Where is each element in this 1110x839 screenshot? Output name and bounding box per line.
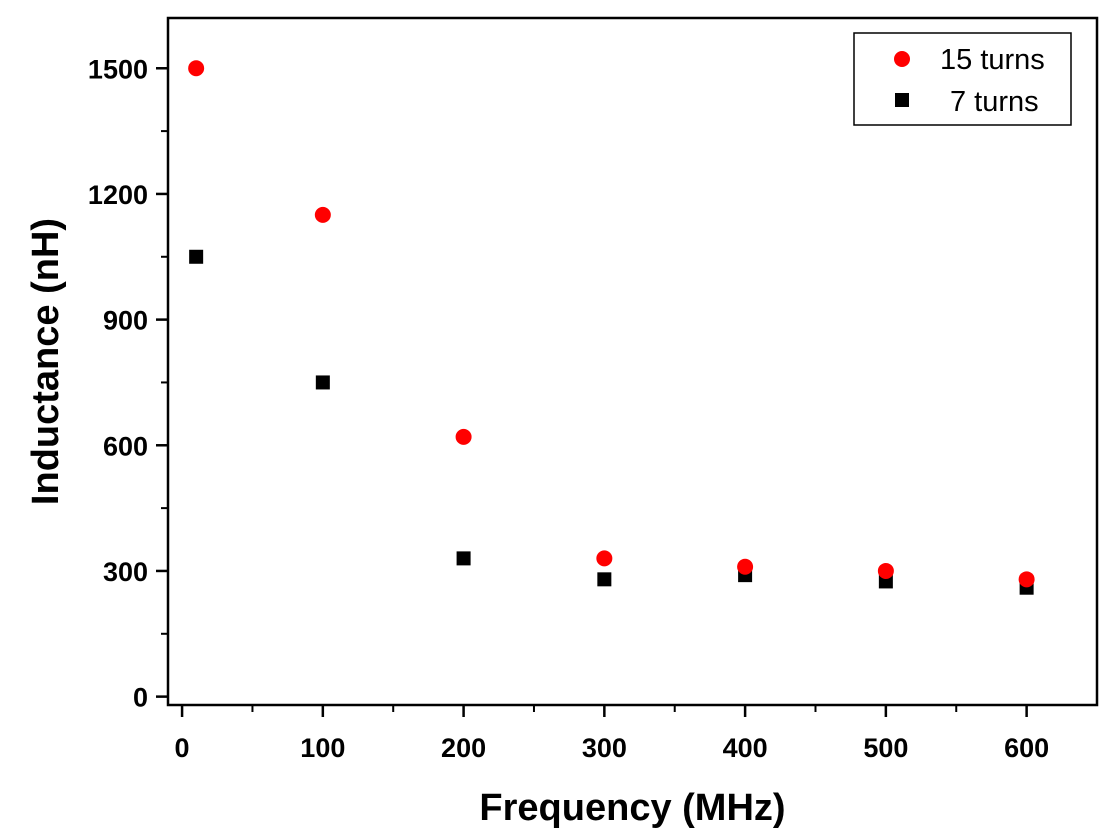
legend: 15 turns 7 turns: [853, 32, 1072, 126]
data-point-7-turns: [189, 249, 204, 264]
x-tick-label: 500: [863, 733, 908, 763]
x-axis-tick-labels: 0 100 200 300 400 500 600: [175, 733, 1050, 763]
data-point-15-turns: [877, 562, 894, 579]
plot-area-frame: [166, 16, 1099, 707]
x-tick-label: 200: [441, 733, 486, 763]
data-point-15-turns: [1018, 571, 1035, 588]
y-axis-tick-labels: 0 300 600 900 1200 1500: [88, 54, 148, 712]
y-tick-label: 0: [133, 683, 148, 713]
x-tick-label: 600: [1004, 733, 1049, 763]
x-tick-label: 300: [582, 733, 627, 763]
y-axis-title: Inductance (nH): [25, 218, 67, 505]
legend-box: [853, 32, 1072, 126]
legend-label-7-turns: 7 turns: [950, 86, 1039, 118]
legend-marker-7-turns: [895, 93, 909, 107]
y-tick-label: 300: [103, 557, 148, 587]
x-tick-label: 100: [300, 733, 345, 763]
data-point-7-turns: [315, 375, 330, 390]
y-tick-label: 1200: [88, 180, 148, 210]
y-tick-label: 1500: [88, 54, 148, 84]
y-tick-label: 900: [103, 306, 148, 336]
x-axis-title: Frequency (MHz): [479, 787, 785, 829]
legend-marker-15-turns: [894, 51, 910, 67]
data-points: [188, 60, 1035, 595]
y-tick-label: 600: [103, 431, 148, 461]
data-point-15-turns: [737, 558, 754, 575]
x-tick-label: 0: [175, 733, 190, 763]
data-point-15-turns: [455, 428, 472, 445]
x-tick-label: 400: [723, 733, 768, 763]
data-point-7-turns: [456, 551, 471, 566]
data-point-15-turns: [188, 60, 205, 77]
data-point-15-turns: [314, 206, 331, 223]
data-point-15-turns: [596, 550, 613, 567]
legend-label-15-turns: 15 turns: [940, 44, 1045, 76]
data-point-7-turns: [597, 572, 612, 587]
